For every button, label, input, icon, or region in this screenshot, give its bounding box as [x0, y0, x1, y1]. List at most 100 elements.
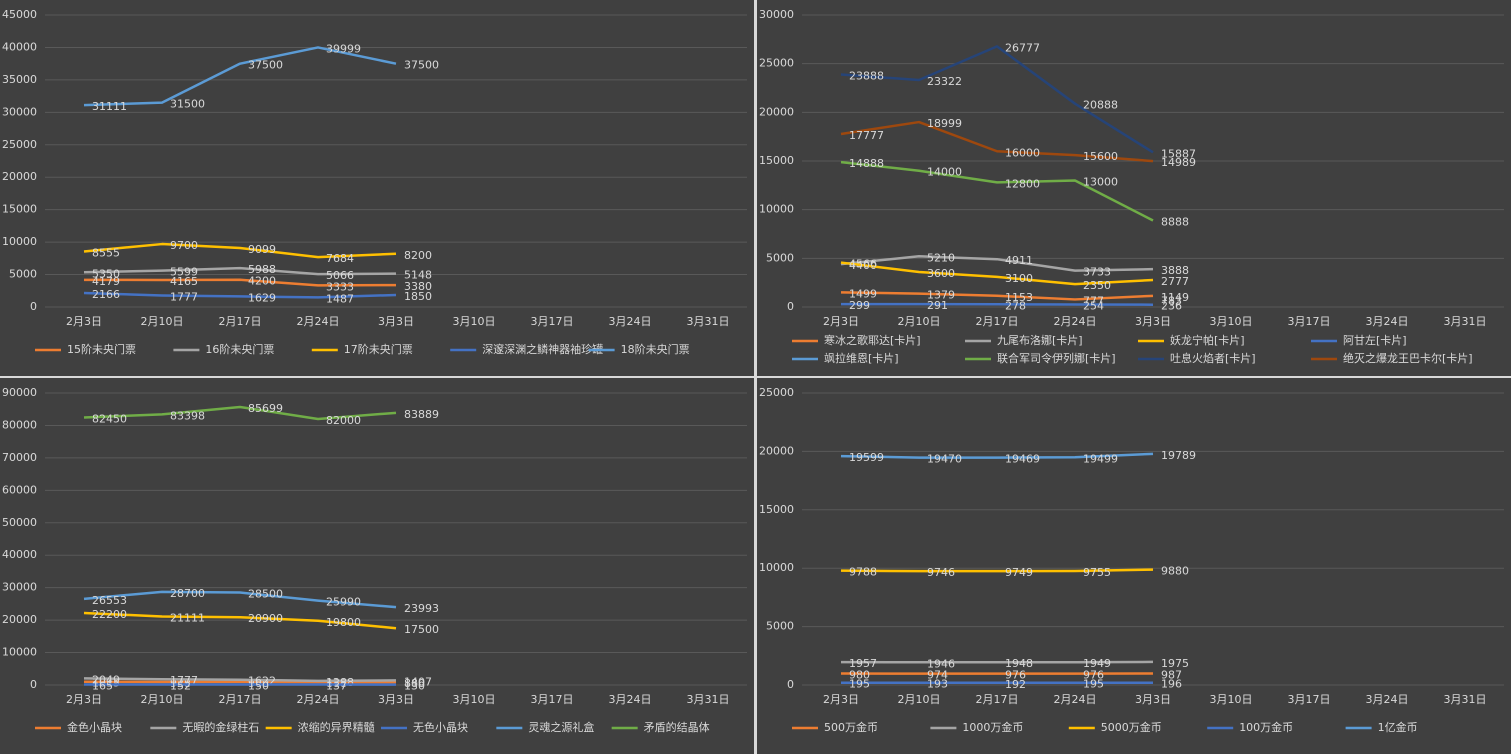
data-label: 2350: [1083, 279, 1111, 292]
data-label: 23993: [404, 602, 439, 615]
x-tick-label: 3月10日: [453, 693, 496, 706]
data-label: 37500: [248, 59, 283, 72]
legend-label: 5000万金币: [1101, 720, 1162, 734]
data-label: 22200: [92, 608, 127, 621]
y-tick-label: 30000: [2, 105, 37, 118]
data-label: 85699: [248, 402, 283, 415]
data-label: 26777: [1005, 41, 1040, 54]
x-tick-label: 3月24日: [1366, 315, 1409, 328]
data-label: 1153: [1005, 291, 1033, 304]
data-label: 980: [849, 669, 870, 682]
data-label: 28700: [170, 587, 205, 600]
chart-panel: 0 5000 10000 15000 20000 25000 30000 2月3日 2月10日 2…: [757, 0, 1511, 376]
data-label: 1850: [404, 290, 432, 303]
legend-label: 1000万金币: [962, 720, 1023, 734]
data-label: 278: [1005, 299, 1026, 312]
legend-label: 无色小晶块: [413, 720, 468, 734]
legend-label: 联合军司令伊列娜[卡片]: [997, 351, 1116, 365]
x-tick-label: 3月10日: [1210, 315, 1253, 328]
data-label: 14888: [849, 157, 884, 170]
legend-label: 寒冰之歌耶达[卡片]: [824, 333, 921, 347]
data-label: 20888: [1083, 99, 1118, 112]
data-label: 1487: [326, 292, 354, 305]
data-label: 192: [1005, 678, 1026, 691]
chart-panel: 0 5000 10000 15000 20000 25000 30000 35000 40000…: [0, 0, 754, 376]
data-label: 19499: [1083, 452, 1118, 465]
y-tick-label: 0: [787, 678, 794, 691]
y-tick-label: 15000: [2, 203, 37, 216]
legend-label: 100万金币: [1239, 720, 1293, 734]
x-tick-label: 3月31日: [1444, 693, 1487, 706]
data-label: 2049: [92, 673, 120, 686]
y-tick-label: 25000: [759, 386, 794, 399]
data-label: 83889: [404, 408, 439, 421]
x-tick-label: 2月24日: [1054, 693, 1097, 706]
x-tick-label: 2月10日: [141, 693, 184, 706]
data-label: 19800: [326, 616, 361, 629]
x-tick-label: 2月17日: [976, 315, 1019, 328]
x-tick-label: 2月17日: [219, 315, 262, 328]
legend-label: 阿甘左[卡片]: [1343, 334, 1407, 347]
y-tick-label: 0: [30, 678, 37, 691]
panel-background: [757, 378, 1511, 754]
x-tick-label: 2月24日: [297, 315, 340, 328]
y-tick-label: 35000: [2, 73, 37, 86]
y-tick-label: 10000: [759, 203, 794, 216]
y-tick-label: 20000: [2, 613, 37, 626]
data-label: 1957: [849, 657, 877, 670]
data-label: 9099: [248, 243, 276, 256]
x-tick-label: 2月10日: [141, 315, 184, 328]
y-tick-label: 40000: [2, 548, 37, 561]
data-label: 15887: [1161, 147, 1196, 160]
data-label: 19470: [927, 453, 962, 466]
series-line: [840, 302, 1154, 306]
series-line: [840, 452, 1154, 459]
data-label: 5350: [92, 267, 120, 280]
data-label: 8888: [1161, 215, 1189, 228]
series-line: [83, 677, 397, 683]
y-tick-label: 50000: [2, 516, 37, 529]
series-line: [83, 266, 397, 276]
x-tick-label: 3月3日: [1135, 315, 1171, 328]
data-label: 15600: [1083, 150, 1118, 163]
data-label: 20900: [248, 612, 283, 625]
data-label: 1499: [849, 287, 877, 300]
data-label: 13000: [1083, 175, 1118, 188]
panel-background: [757, 0, 1511, 376]
x-tick-label: 2月3日: [823, 693, 859, 706]
data-label: 18999: [927, 117, 962, 130]
series-line: [83, 590, 397, 609]
data-label: 5066: [326, 269, 354, 282]
y-tick-label: 20000: [2, 170, 37, 183]
legend-label: 矛盾的结晶体: [644, 720, 710, 734]
legend-label: 绝灭之爆龙王巴卡尔[卡片]: [1343, 351, 1473, 365]
y-tick-label: 10000: [759, 561, 794, 574]
data-label: 9749: [1005, 566, 1033, 579]
legend-label: 金色小晶块: [67, 720, 122, 734]
data-label: 5148: [404, 269, 432, 282]
y-tick-label: 70000: [2, 451, 37, 464]
data-label: 5210: [927, 251, 955, 264]
data-label: 14989: [1161, 156, 1196, 169]
data-label: 21111: [170, 612, 205, 625]
x-tick-label: 3月24日: [609, 315, 652, 328]
data-label: 17500: [404, 623, 439, 636]
y-tick-label: 10000: [2, 646, 37, 659]
legend-label: 15阶未央门票: [67, 342, 136, 356]
y-tick-label: 60000: [2, 483, 37, 496]
data-label: 5988: [248, 263, 276, 276]
data-label: 4165: [170, 275, 198, 288]
data-label: 193: [927, 678, 948, 691]
legend-label: 17阶未央门票: [344, 342, 413, 356]
x-tick-label: 3月10日: [453, 315, 496, 328]
x-tick-label: 3月17日: [1288, 693, 1331, 706]
series-line: [840, 255, 1154, 272]
y-tick-label: 40000: [2, 40, 37, 53]
series-line: [83, 291, 397, 299]
data-label: 130: [404, 680, 425, 693]
legend-label: 18阶未央门票: [621, 342, 690, 356]
data-label: 5599: [170, 266, 198, 279]
legend-label: 灵魂之源礼盒: [528, 720, 594, 734]
data-label: 165: [92, 679, 113, 692]
data-label: 976: [1005, 669, 1026, 682]
